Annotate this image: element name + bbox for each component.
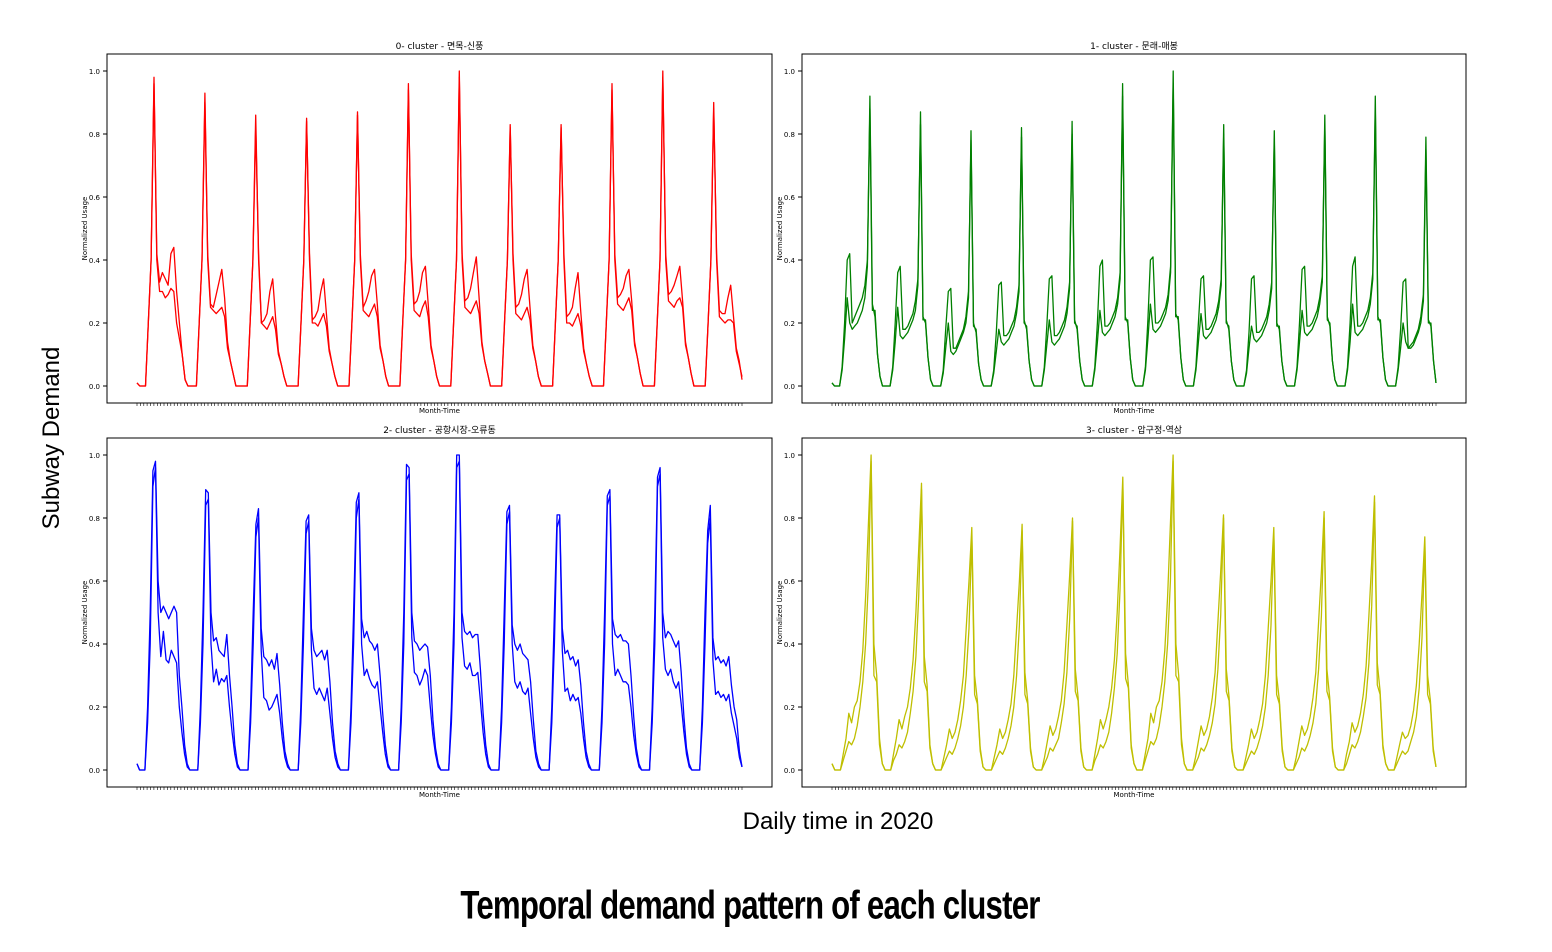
x-axis-label: Month-Time bbox=[1114, 791, 1155, 799]
subplot-1: 1- cluster - 문래-매봉 0.0 0.2 0.4 0.6 0.8 1.0 Norm… bbox=[776, 41, 1466, 415]
y-tick-label: 0.2 bbox=[89, 320, 100, 328]
subplot-title: 0- cluster - 면목-신풍 bbox=[396, 41, 484, 52]
y-tick-label: 1.0 bbox=[89, 68, 100, 76]
subplot-grid: 0- cluster - 면목-신풍 0.0 0.2 0.4 0.6 0.8 1.0 Norm… bbox=[81, 41, 1466, 799]
y-tick-label: 0.4 bbox=[89, 641, 101, 649]
y-tick-label: 0.6 bbox=[784, 194, 796, 202]
figure-ylabel: Subway Demand bbox=[38, 347, 66, 530]
y-tick-label: 0.4 bbox=[89, 257, 101, 265]
y-tick-label: 0.2 bbox=[784, 320, 795, 328]
subplot-3: 3- cluster - 압구정-역삼 0.0 0.2 0.4 0.6 0.8 1.0 Nor… bbox=[776, 424, 1466, 799]
subplot-title: 1- cluster - 문래-매봉 bbox=[1090, 41, 1178, 52]
y-tick-label: 1.0 bbox=[784, 452, 795, 460]
y-tick-label: 0.8 bbox=[89, 131, 100, 139]
y-tick-label: 0.8 bbox=[89, 515, 100, 523]
subplot-title: 2- cluster - 공항시장-오류동 bbox=[383, 425, 496, 436]
y-tick-label: 0.8 bbox=[784, 131, 795, 139]
plot-frame bbox=[802, 54, 1466, 403]
y-tick-label: 0.0 bbox=[784, 383, 795, 391]
y-tick-label: 0.4 bbox=[784, 257, 796, 265]
y-axis-label: Normalized Usage bbox=[776, 581, 784, 645]
y-axis-label: Normalized Usage bbox=[81, 581, 89, 645]
y-tick-label: 0.8 bbox=[784, 515, 795, 523]
y-tick-label: 0.0 bbox=[89, 383, 100, 391]
x-axis-label: Month-Time bbox=[419, 791, 460, 799]
y-tick-label: 0.6 bbox=[89, 194, 101, 202]
x-axis-label: Month-Time bbox=[419, 407, 460, 415]
y-tick-label: 1.0 bbox=[784, 68, 795, 76]
figure-title: Temporal demand pattern of each cluster bbox=[460, 884, 1039, 929]
y-axis-label: Normalized Usage bbox=[81, 197, 89, 261]
y-tick-label: 0.4 bbox=[784, 641, 796, 649]
y-tick-label: 0.2 bbox=[784, 704, 795, 712]
y-tick-label: 0.6 bbox=[784, 578, 796, 586]
subplot-title: 3- cluster - 압구정-역삼 bbox=[1086, 424, 1182, 436]
y-tick-label: 1.0 bbox=[89, 452, 100, 460]
y-tick-label: 0.2 bbox=[89, 704, 100, 712]
x-axis-label: Month-Time bbox=[1114, 407, 1155, 415]
y-tick-label: 0.6 bbox=[89, 578, 101, 586]
subplot-2: 2- cluster - 공항시장-오류동 0.0 0.2 0.4 0.6 0.8 1.0 N… bbox=[81, 425, 772, 799]
y-tick-label: 0.0 bbox=[89, 767, 100, 775]
y-axis-label: Normalized Usage bbox=[776, 197, 784, 261]
y-tick-label: 0.0 bbox=[784, 767, 795, 775]
subplot-0: 0- cluster - 면목-신풍 0.0 0.2 0.4 0.6 0.8 1.0 Norm… bbox=[81, 41, 772, 415]
plot-frame bbox=[802, 438, 1466, 787]
figure-xlabel: Daily time in 2020 bbox=[743, 808, 934, 836]
